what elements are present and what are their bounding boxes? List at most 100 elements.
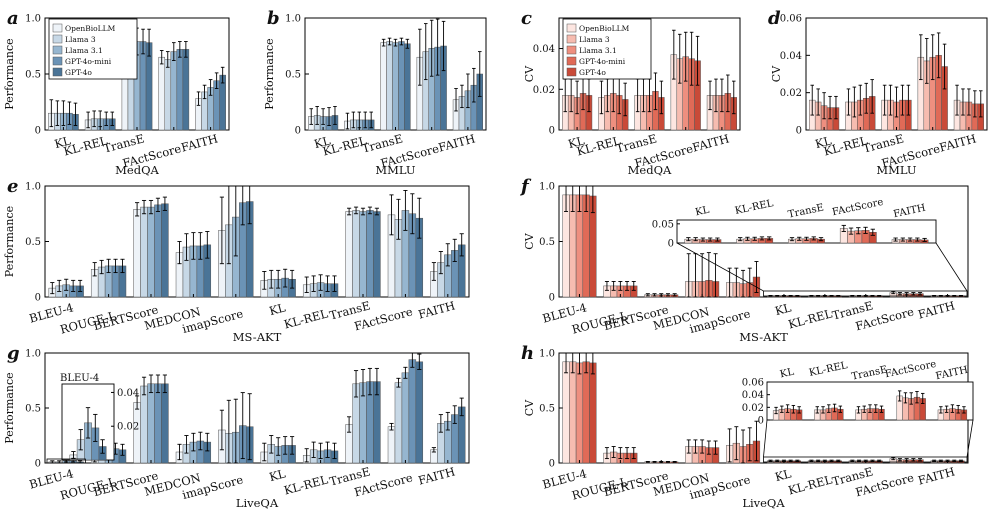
panel-e-xlabel: MS-AKT xyxy=(233,330,282,344)
panel-f-zoom-connector-right xyxy=(935,242,968,292)
panel-g-bar-2-2 xyxy=(147,383,155,464)
panel-a-bar-3-4 xyxy=(182,49,190,131)
panel-f-category-9: FAITH xyxy=(916,298,956,321)
panel-h-bar-0-4 xyxy=(589,362,597,464)
panel-b-ytick-label-2: 1.0 xyxy=(285,14,301,25)
legend-swatch-2 xyxy=(566,45,577,55)
panel-e-category-5: KL xyxy=(268,300,288,318)
panel-g-xlabel: LiveQA xyxy=(236,496,279,510)
panel-h-inset-category-4: FAITH xyxy=(935,365,969,383)
panel-b-category-4: FAITH xyxy=(437,131,477,154)
panel-f-ytick-label-1: 0.5 xyxy=(539,237,555,248)
panel-h-zoom-connector-right xyxy=(966,419,974,458)
panel-h-ylabel: CV xyxy=(523,399,536,416)
legend-label-1: Llama 3 xyxy=(579,35,610,44)
panel-h-inset-category-3: FActScore xyxy=(884,359,937,381)
panel-c-xlabel: MedQA xyxy=(628,163,672,177)
panel-b-ylabel: Performance xyxy=(263,38,276,109)
panel-h-inset-ytick-label-2: 0.04 xyxy=(742,390,764,401)
legend-swatch-1 xyxy=(52,34,63,44)
panel-f-category-6: KL-REL xyxy=(787,306,834,331)
panel-b-category-0: KL xyxy=(313,133,333,151)
panel-h-inset: 0 0.02 0.040.06 KL KL-REL TransEFActScoreFAIT… xyxy=(742,359,974,463)
legend-label-2: Llama 3.1 xyxy=(65,46,103,55)
panel-e-category-6: KL-REL xyxy=(282,306,329,331)
panel-e-ytick-label-2: 1.0 xyxy=(25,182,41,193)
panel-g-bar-2-1 xyxy=(140,385,148,464)
panel-g-bar-8-0 xyxy=(387,426,396,464)
panel-g-inset-ytick-label-1: 0.04 xyxy=(117,388,139,399)
panel-g-category-6: KL-REL xyxy=(282,472,329,497)
panel-f-inset-category-4: FAITH xyxy=(892,203,926,221)
panel-f-letter: f xyxy=(519,176,532,197)
panel-e: 00.51.0PerformanceBLEU-4ROUGE-LBERTScore… xyxy=(3,176,470,344)
legend-label-4: GPT-4o xyxy=(65,68,92,77)
panel-h-bar-0-2 xyxy=(575,362,584,464)
legend-label-3: GPT-4o-mini xyxy=(65,57,112,66)
panel-e-bar-7-2 xyxy=(359,211,367,298)
legend-label-0: OpenBioLLM xyxy=(579,24,630,33)
panel-a-category-4: FAITH xyxy=(180,131,220,154)
panel-b-bar-2-4 xyxy=(404,43,411,131)
panel-c-ytick-label-1: 0.02 xyxy=(533,85,555,96)
panel-h-inset-ytick-label-0: 0 xyxy=(758,416,764,427)
panel-c-category-0: KL xyxy=(567,133,587,151)
legend-swatch-0 xyxy=(566,23,577,33)
panel-h-category-9: FAITH xyxy=(916,464,956,487)
legend-label-2: Llama 3.1 xyxy=(579,46,617,55)
panel-a-ylabel: Performance xyxy=(3,38,16,109)
panel-c-category-4: FAITH xyxy=(691,131,731,154)
legend-swatch-3 xyxy=(566,56,577,66)
panel-h-xlabel: LiveQA xyxy=(742,496,785,510)
panel-f-zoom-region xyxy=(763,290,968,297)
panel-b: 00.51.0PerformanceKLKL-RELTransEFActScor… xyxy=(263,8,487,177)
panel-a-ytick-label-0: 0 xyxy=(35,126,41,137)
panel-a-bar-3-1 xyxy=(164,59,172,131)
panel-g-inset-ytick-label-0: 0.02 xyxy=(117,422,139,433)
panel-g-ytick-label-1: 0.5 xyxy=(25,404,41,415)
panel-c-ylabel: CV xyxy=(523,65,536,82)
panel-e-bar-7-1 xyxy=(352,210,360,298)
panel-e-letter: e xyxy=(7,176,18,197)
panel-h-inset-category-1: KL-REL xyxy=(808,360,849,379)
panel-g: 00.51.0PerformanceBLEU-4ROUGE-LBERTScore… xyxy=(3,343,470,510)
panel-a-bar-3-0 xyxy=(158,56,166,131)
panel-d-xlabel: MMLU xyxy=(876,163,917,177)
panel-h-ytick-label-2: 1.0 xyxy=(539,349,555,360)
panel-f-inset-category-2: TransE xyxy=(787,202,825,220)
panel-b-bar-2-1 xyxy=(386,41,393,131)
panel-f-xlabel: MS-AKT xyxy=(739,330,788,344)
panel-c-ytick-label-2: 0.04 xyxy=(533,44,555,55)
panel-h: 00.51.0CVBLEU-4ROUGE-LBERTScoreMEDCONima… xyxy=(521,343,974,510)
panel-g-bar-8-4 xyxy=(415,361,424,464)
legend-box-0 xyxy=(48,18,138,80)
legend-label-0: OpenBioLLM xyxy=(65,24,116,33)
panel-e-bar-7-4 xyxy=(373,211,381,298)
panel-a-xlabel: MedQA xyxy=(115,163,159,177)
panel-h-category-6: KL-REL xyxy=(787,472,834,497)
legend-swatch-1 xyxy=(566,34,577,44)
panel-c: 00.020.04CVKLKL-RELTransEFActScoreFAITHM… xyxy=(521,8,741,177)
panel-d-ytick-label-1: 0.02 xyxy=(780,88,802,99)
panel-f-ytick-label-2: 1.0 xyxy=(539,182,555,193)
panel-f-inset-category-1: KL-REL xyxy=(734,198,775,217)
panel-h-zoom-connector-left xyxy=(763,419,768,458)
panel-g-ylabel: Performance xyxy=(3,372,16,443)
panel-b-ytick-label-0: 0 xyxy=(295,126,301,137)
panel-g-ytick-label-2: 1.0 xyxy=(25,349,41,360)
panel-a-letter: a xyxy=(7,8,19,29)
panel-h-inset-ytick-label-1: 0.02 xyxy=(742,403,764,414)
panel-b-xlabel: MMLU xyxy=(375,163,416,177)
panel-g-zoom-region xyxy=(46,458,86,464)
panel-f-category-5: KL xyxy=(773,300,793,318)
panel-h-inset-ytick-label-3: 0.06 xyxy=(742,378,764,389)
panel-e-ylabel: Performance xyxy=(3,206,16,277)
panel-d: 00.020.040.06CVKLKL-RELTransEFActScoreFA… xyxy=(768,8,988,177)
panel-g-bar-8-1 xyxy=(394,382,403,464)
panel-e-ytick-label-1: 0.5 xyxy=(25,237,41,248)
panel-e-bar-2-1 xyxy=(140,206,148,298)
panel-e-bar-2-3 xyxy=(154,204,162,298)
legend-box-2 xyxy=(562,18,652,80)
panel-h-category-5: KL xyxy=(773,466,793,484)
